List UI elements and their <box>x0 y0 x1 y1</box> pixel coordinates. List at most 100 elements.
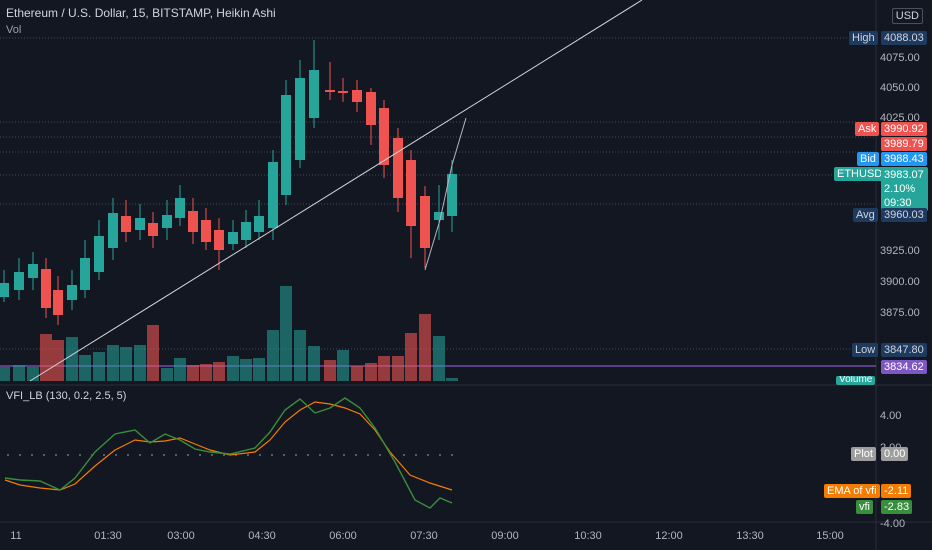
ema-of-vfi-line <box>4 401 453 491</box>
volume-bar <box>433 336 445 381</box>
high-value: 4088.03 <box>881 31 927 45</box>
volume-bar <box>392 356 404 381</box>
candle-body <box>447 174 457 216</box>
price-tick: 4050.00 <box>880 82 920 94</box>
zero-plot-dot <box>271 454 273 456</box>
candle-body <box>406 160 416 226</box>
zero-plot-dot <box>403 454 405 456</box>
zero-plot-dot <box>55 454 57 456</box>
vfi-indicator-label[interactable]: VFI_LB (130, 0.2, 2.5, 5) <box>6 390 127 402</box>
volume-bar <box>378 356 390 381</box>
zero-plot-dot <box>355 454 357 456</box>
zero-plot-dot <box>199 454 201 456</box>
zero-plot-dot <box>343 454 345 456</box>
volume-bar <box>134 345 146 381</box>
candle-body <box>148 223 158 236</box>
volume-indicator-label[interactable]: Vol <box>6 24 22 36</box>
vfi-indicator <box>4 397 453 509</box>
candle-body <box>338 91 348 93</box>
ask-value: 3990.92 <box>881 122 927 136</box>
candle-body <box>41 269 51 308</box>
price-tick: 4075.00 <box>880 52 920 64</box>
high-tag: High <box>849 31 878 45</box>
zero-plot-dot <box>379 454 381 456</box>
avg-tag: Avg <box>853 208 878 222</box>
vfi-line <box>4 397 453 509</box>
zero-plot-dot <box>295 454 297 456</box>
time-tick: 12:00 <box>655 530 683 542</box>
volume-bar <box>147 325 159 381</box>
candle-body <box>0 283 9 297</box>
symbol-title[interactable]: Ethereum / U.S. Dollar, 15, BITSTAMP, He… <box>6 6 276 20</box>
trend-line <box>29 0 643 382</box>
candle-body <box>53 290 63 315</box>
candle-body <box>188 211 198 232</box>
projection-line <box>424 117 467 271</box>
ethusd-tag: ETHUSD <box>834 167 886 181</box>
zero-plot-dot <box>139 454 141 456</box>
currency-button[interactable]: USD <box>891 8 923 24</box>
purple-line-value: 3834.62 <box>881 360 927 374</box>
zero-plot-dot <box>163 454 165 456</box>
candle-body <box>175 198 185 218</box>
volume-bar <box>200 364 212 381</box>
time-tick: 07:30 <box>410 530 438 542</box>
zero-plot-dot <box>223 454 225 456</box>
volume-bar <box>267 330 279 381</box>
volume-bar <box>240 359 252 381</box>
last-change-pct: 2.10% <box>884 183 916 195</box>
candle-body <box>281 95 291 195</box>
volume-bar <box>253 358 265 381</box>
zero-plot-dot <box>187 454 189 456</box>
zero-plot-dot <box>367 454 369 456</box>
volume-bar <box>66 337 78 381</box>
vfi-tick: 4.00 <box>880 410 902 422</box>
ask-tag: Ask <box>855 122 880 136</box>
volume-bar <box>227 356 239 381</box>
candle-body <box>379 108 389 165</box>
zero-plot-dot <box>151 454 153 456</box>
time-tick: 04:30 <box>248 530 276 542</box>
candle-body <box>228 232 238 244</box>
zero-plot-dot <box>451 454 453 456</box>
zero-plot-dot <box>103 454 105 456</box>
candle-body <box>393 138 403 198</box>
mid-value: 3989.79 <box>881 137 927 151</box>
candle-body <box>434 212 444 220</box>
zero-plot-dot <box>259 454 261 456</box>
zero-plot-dot <box>79 454 81 456</box>
zero-plot-dot <box>19 454 21 456</box>
candle-body <box>295 78 305 160</box>
zero-plot-dot <box>319 454 321 456</box>
time-tick: 09:00 <box>491 530 519 542</box>
vfi-tag: vfi <box>856 500 873 514</box>
candle-body <box>214 230 224 250</box>
volume-bar <box>419 314 431 381</box>
time-tick: 10:30 <box>574 530 602 542</box>
zero-plot-dot <box>175 454 177 456</box>
volume-bar <box>280 286 292 381</box>
candle-body <box>325 90 335 92</box>
candle-body <box>121 216 131 232</box>
candle-body <box>309 70 319 118</box>
vfi-tick: -4.00 <box>880 518 906 530</box>
zero-plot-dot <box>427 454 429 456</box>
price-tick: 3925.00 <box>880 245 920 257</box>
zero-plot-dot <box>211 454 213 456</box>
zero-plot-dot <box>439 454 441 456</box>
volume-bar <box>0 367 10 381</box>
volume-bar <box>93 352 105 381</box>
candle-body <box>420 196 430 248</box>
candle-body <box>241 222 251 240</box>
zero-plot-dot <box>43 454 45 456</box>
candle-body <box>67 285 77 300</box>
volume-bars <box>0 286 458 381</box>
volume-bar <box>107 345 119 381</box>
volume-bar <box>13 365 25 381</box>
last-price-box: 3983.07 2.10% 09:30 <box>881 167 928 211</box>
candle-body <box>366 92 376 125</box>
bar-countdown: 09:30 <box>884 197 912 209</box>
price-tick: 3875.00 <box>880 307 920 319</box>
